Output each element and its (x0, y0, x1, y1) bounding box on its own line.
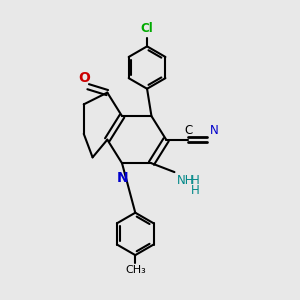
Text: CH₃: CH₃ (125, 265, 146, 275)
Text: NH: NH (177, 174, 194, 187)
Text: Cl: Cl (141, 22, 153, 34)
Text: C: C (185, 124, 193, 137)
Text: N: N (210, 124, 219, 137)
Text: H: H (190, 174, 200, 187)
Text: H: H (190, 184, 200, 197)
Text: N: N (117, 172, 128, 185)
Text: O: O (78, 71, 90, 85)
